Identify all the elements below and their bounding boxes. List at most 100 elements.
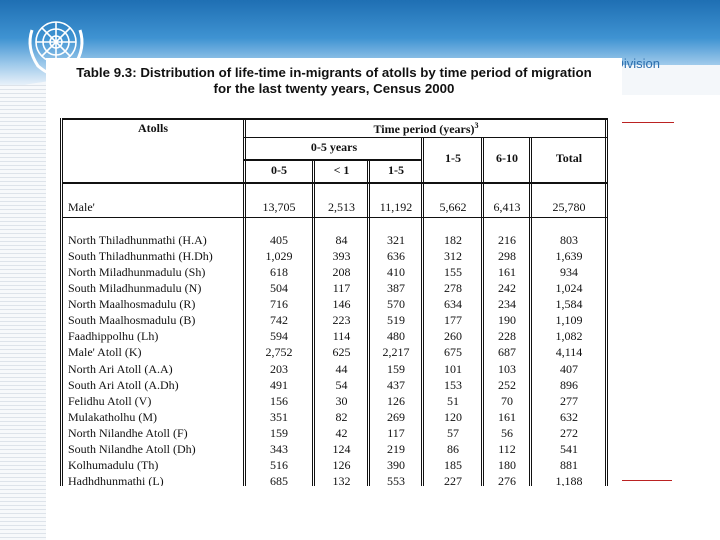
cell: 216 <box>498 233 516 247</box>
cell: 117 <box>387 425 405 440</box>
cell: 343 <box>270 441 288 456</box>
cell: 685 <box>270 474 288 486</box>
cell: 2,217 <box>382 345 410 360</box>
cell: 86 <box>447 441 459 456</box>
cell: 126 <box>332 457 351 472</box>
header-0-5-years: 0-5 years <box>310 140 358 154</box>
row-label: Male' <box>68 200 95 214</box>
cell: 553 <box>387 474 405 486</box>
table-row-male: Male' 13,705 2,513 11,192 5,662 6,413 25,780 <box>62 200 608 216</box>
cell: 101 <box>444 361 462 376</box>
cell: 156 <box>270 393 288 408</box>
cell: 1,584 <box>555 297 583 312</box>
cell: 312 <box>444 249 462 264</box>
cell: 208 <box>332 265 351 280</box>
cell: 6,413 <box>493 200 521 214</box>
cell: 159 <box>270 425 288 440</box>
cell: 124 <box>332 441 351 456</box>
cell: 132 <box>332 474 351 486</box>
cell: 405 <box>270 233 288 247</box>
cell: 675 <box>444 345 462 360</box>
row-label: Felidhu Atoll (V) <box>68 393 152 408</box>
row-label: South Maalhosmadulu (B) <box>68 313 196 328</box>
cell: 594 <box>270 329 288 344</box>
table-row: South Nilandhe Atoll (Dh) 343 124 219 86 112 5… <box>62 442 608 458</box>
header-1-5: 1-5 <box>445 151 461 165</box>
cell: 541 <box>560 441 578 456</box>
cell: 351 <box>270 409 288 424</box>
cell: 387 <box>387 281 405 296</box>
cell: 1,639 <box>555 249 583 264</box>
cell: 112 <box>498 441 516 456</box>
cell: 934 <box>560 265 578 280</box>
cell: 252 <box>498 377 516 392</box>
cell: 278 <box>444 281 462 296</box>
row-label: Mulakatholhu (M) <box>68 409 157 424</box>
cell: 742 <box>270 313 288 328</box>
cell: 881 <box>560 457 578 472</box>
cell: 393 <box>332 249 351 264</box>
cell: 390 <box>387 457 405 472</box>
cell: 190 <box>498 313 516 328</box>
cell: 177 <box>444 313 462 328</box>
cell: 161 <box>498 409 516 424</box>
title-line-2: for the last twenty years, Census 2000 <box>213 81 455 96</box>
table-row: Male' Atoll (K) 2,752 625 2,217 675 687 4,114 <box>62 345 608 361</box>
cell: 57 <box>447 425 459 440</box>
cell: 1,029 <box>265 249 293 264</box>
row-label: South Miladhunmadulu (N) <box>68 281 202 296</box>
cell: 146 <box>332 297 351 312</box>
cell: 5,662 <box>439 200 467 214</box>
cell: 30 <box>335 393 348 408</box>
cell: 269 <box>387 409 405 424</box>
cell: 180 <box>498 457 516 472</box>
cell: 272 <box>560 425 578 440</box>
cell: 570 <box>387 297 405 312</box>
cell: 103 <box>498 361 516 376</box>
cell: 223 <box>332 313 351 328</box>
row-label: South Ari Atoll (A.Dh) <box>68 377 179 392</box>
cell: 155 <box>444 265 462 280</box>
cell: 480 <box>387 329 405 344</box>
cell: 227 <box>444 474 462 486</box>
cell: 228 <box>498 329 516 344</box>
row-label: Hadhdhunmathi (L) <box>68 474 164 486</box>
cell: 618 <box>270 265 288 280</box>
cell: 2,752 <box>265 345 293 360</box>
table-row: Felidhu Atoll (V) 156 30 126 51 70 277 <box>62 394 608 410</box>
cell: 219 <box>387 441 405 456</box>
header-sub-lt1: < 1 <box>333 163 350 177</box>
row-label: South Nilandhe Atoll (Dh) <box>68 441 196 456</box>
header-sub-1-5: 1-5 <box>388 163 404 177</box>
cell: 1,109 <box>555 313 583 328</box>
row-label: North Maalhosmadulu (R) <box>68 297 196 312</box>
cell: 4,114 <box>555 345 583 360</box>
cell: 51 <box>447 393 459 408</box>
row-label: South Thiladhunmathi (H.Dh) <box>68 249 213 264</box>
table-row: Mulakatholhu (M) 351 82 269 120 161 632 <box>62 410 608 426</box>
header-6-10: 6-10 <box>496 151 518 165</box>
cell: 519 <box>387 313 405 328</box>
cell: 321 <box>387 233 405 247</box>
row-label: Kolhumadulu (Th) <box>68 457 159 472</box>
header-total: Total <box>555 151 583 165</box>
cell: 25,780 <box>552 200 586 214</box>
cell: 153 <box>444 377 462 392</box>
cell: 276 <box>498 474 516 486</box>
table-row: Kolhumadulu (Th) 516 126 390 185 180 881 <box>62 458 608 474</box>
cell: 120 <box>444 409 462 424</box>
cell: 716 <box>270 297 288 312</box>
cell: 260 <box>444 329 462 344</box>
cell: 54 <box>335 377 348 392</box>
header-time-period: Time period (years)3 <box>373 121 479 136</box>
row-label: Male' Atoll (K) <box>68 345 142 360</box>
cell: 126 <box>387 393 405 408</box>
cell: 410 <box>387 265 405 280</box>
cell: 159 <box>387 361 405 376</box>
cell: 1,082 <box>555 329 583 344</box>
table-image: Table 9.3: Distribution of life-time in-… <box>46 58 622 486</box>
cell: 504 <box>270 281 288 296</box>
cell: 185 <box>444 457 462 472</box>
cell: 1,188 <box>555 474 583 486</box>
table-row: South Thiladhunmathi (H.Dh) 1,029 393 636 31… <box>62 249 608 265</box>
